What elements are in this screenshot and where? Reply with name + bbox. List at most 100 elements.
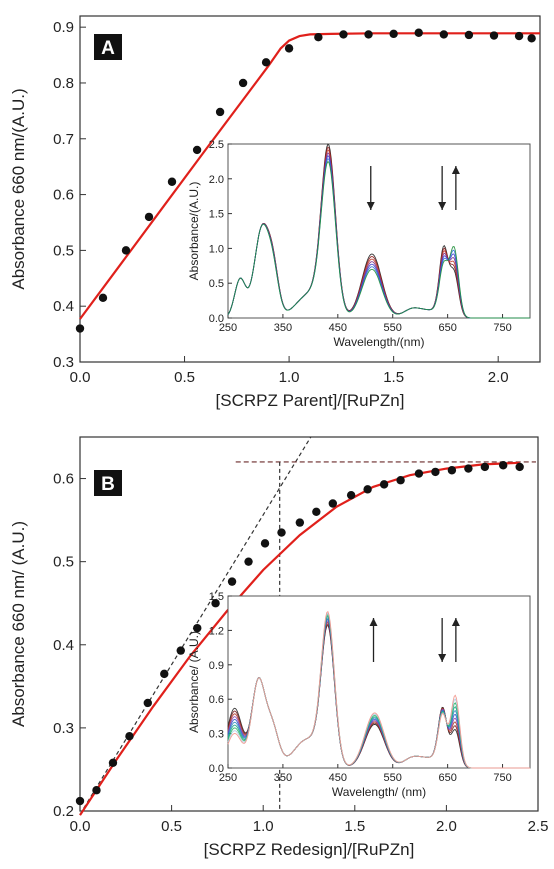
arrow-head xyxy=(366,202,375,210)
x-tick-label: 0.0 xyxy=(70,818,91,835)
inset-y-tick-label: 1.5 xyxy=(209,209,224,221)
y-axis-label: Absorbance 660 nm/ (A.U.) xyxy=(9,521,28,727)
x-tick-label: 2.0 xyxy=(436,818,457,835)
inset-x-tick-label: 650 xyxy=(438,772,456,784)
data-point xyxy=(447,466,457,475)
data-point xyxy=(227,577,237,586)
x-tick-label: 1.5 xyxy=(383,369,404,386)
y-tick-label: 0.9 xyxy=(53,19,74,36)
arrow-head xyxy=(369,618,378,626)
inset-y-axis-label: Absorbance/(A.U.) xyxy=(187,182,201,281)
data-point xyxy=(144,212,154,222)
inset-y-tick-label: 0.5 xyxy=(209,278,224,290)
arrow-head xyxy=(438,202,447,210)
data-point xyxy=(414,28,423,37)
data-point xyxy=(527,34,536,43)
inset-y-tick-label: 0.3 xyxy=(209,729,224,741)
data-point xyxy=(363,485,372,494)
inset-spectrum-line xyxy=(227,610,530,769)
data-point xyxy=(193,623,202,633)
x-axis-label: [SCRPZ Redesign]/[RuPZn] xyxy=(204,840,415,859)
data-point xyxy=(515,462,524,472)
data-point xyxy=(431,467,440,477)
y-tick-label: 0.2 xyxy=(53,803,74,820)
inset-x-tick-label: 350 xyxy=(274,322,292,334)
inset-x-tick-label: 350 xyxy=(274,772,292,784)
y-tick-label: 0.3 xyxy=(53,354,74,371)
panel-label-box xyxy=(94,34,122,60)
data-point xyxy=(121,246,131,255)
data-point xyxy=(211,599,220,608)
inset-x-tick-label: 450 xyxy=(329,772,347,784)
arrow-head xyxy=(451,618,460,626)
inset-y-tick-label: 1.5 xyxy=(209,591,224,603)
inset-y-tick-label: 1.0 xyxy=(209,243,224,255)
data-point xyxy=(379,480,389,489)
y-tick-label: 0.8 xyxy=(53,75,74,92)
data-point xyxy=(396,476,405,485)
data-point xyxy=(261,58,271,67)
x-tick-label: 1.0 xyxy=(279,369,300,386)
down-arrow-icon xyxy=(438,618,447,662)
panel-label-text: B xyxy=(101,474,115,495)
inset-x-tick-label: 250 xyxy=(219,322,237,334)
panel-label-text: A xyxy=(101,38,115,59)
y-tick-label: 0.4 xyxy=(53,637,74,654)
down-arrow-icon xyxy=(438,166,447,210)
y-tick-label: 0.3 xyxy=(53,720,74,737)
data-point xyxy=(314,33,323,42)
data-point xyxy=(364,30,373,39)
inset-chart: 250 350 450 550 650 750 0.0 0.5 1.0 1.5 2.0 2.5 Wave… xyxy=(187,139,531,349)
y-tick-label: 0.6 xyxy=(53,471,74,488)
data-point xyxy=(98,293,108,303)
data-point xyxy=(238,78,248,88)
data-point xyxy=(464,30,474,40)
x-tick-label: 0.5 xyxy=(174,369,195,386)
inset-x-tick-label: 750 xyxy=(493,772,511,784)
inset-spectrum-line xyxy=(227,160,530,319)
data-point xyxy=(75,324,85,333)
data-point xyxy=(498,461,508,470)
panel-b: B 0.0 0.5 1.0 1.5 2.0 2.5 0.2 0.3 0.4 0.5 0.6 [SCRPZ… xyxy=(9,436,548,859)
down-arrow-icon xyxy=(366,166,375,210)
up-arrow-icon xyxy=(451,166,460,210)
inset-frame xyxy=(227,143,531,319)
data-point xyxy=(75,796,85,806)
plot-frame xyxy=(79,15,541,363)
inset-x-tick-label: 550 xyxy=(384,322,402,334)
data-point xyxy=(92,786,101,795)
inset-y-tick-label: 0.0 xyxy=(209,763,224,775)
data-point xyxy=(125,732,134,741)
data-point xyxy=(312,507,321,516)
up-arrow-icon xyxy=(369,618,378,662)
panel-label: B xyxy=(94,470,122,496)
inset-chart: 250 350 450 550 650 750 0.0 0.3 0.6 0.9 1.2 1.5 Wave… xyxy=(187,591,531,799)
data-point xyxy=(160,669,169,679)
tangent-guide-line xyxy=(79,436,312,815)
data-point xyxy=(489,31,499,40)
inset-x-axis-label: Wavelength/ (nm) xyxy=(332,785,426,799)
data-point xyxy=(295,518,305,527)
inset-x-tick-label: 750 xyxy=(493,322,511,334)
y-tick-label: 0.5 xyxy=(53,242,74,259)
data-point xyxy=(167,177,177,186)
data-point xyxy=(328,499,338,508)
inset-x-tick-label: 650 xyxy=(438,322,456,334)
inset-y-axis-label: Absorbance/ (A.U.) xyxy=(187,631,201,733)
plot-frame xyxy=(79,436,539,812)
x-tick-label: 1.5 xyxy=(344,818,365,835)
data-point xyxy=(339,30,348,39)
up-arrow-icon xyxy=(451,618,460,662)
data-point xyxy=(414,469,424,478)
arrow-head xyxy=(438,654,447,662)
panel-label: A xyxy=(94,34,122,60)
panel-label-box xyxy=(94,470,122,496)
data-point xyxy=(277,528,286,537)
x-tick-label: 0.5 xyxy=(161,818,182,835)
x-tick-label: 1.0 xyxy=(253,818,274,835)
data-point xyxy=(284,44,294,53)
data-point xyxy=(389,29,398,39)
x-tick-label: 0.0 xyxy=(70,369,91,386)
inset-y-tick-label: 0.0 xyxy=(209,313,224,325)
